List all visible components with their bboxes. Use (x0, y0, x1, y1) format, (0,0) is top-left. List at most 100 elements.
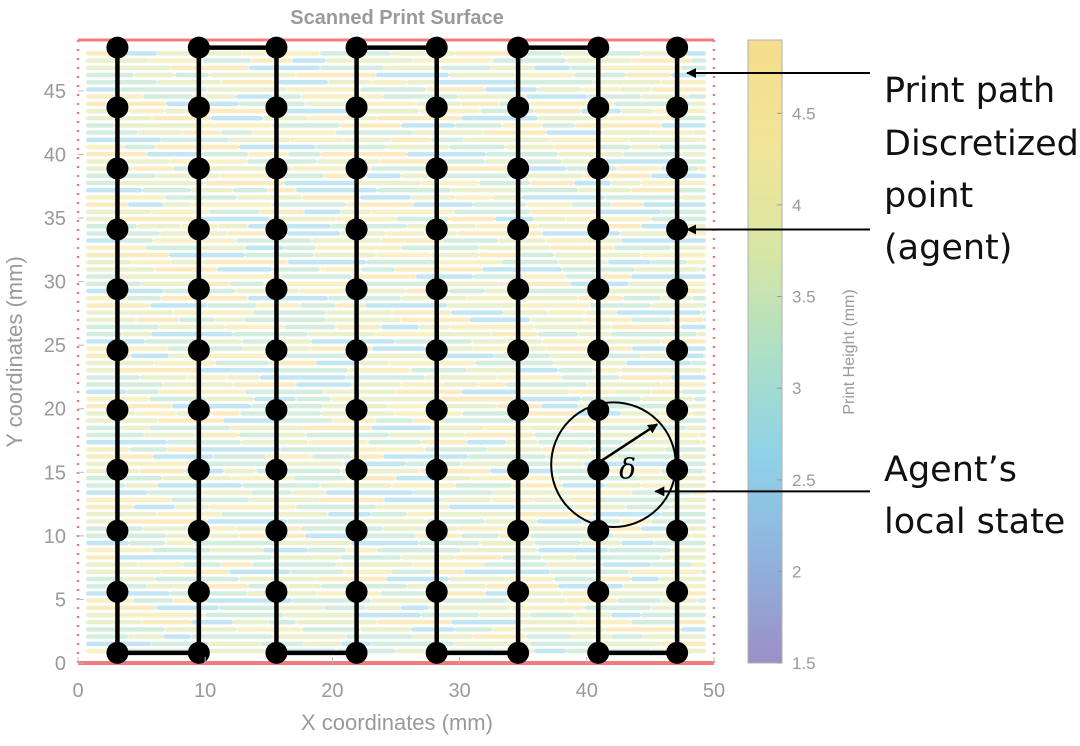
scan-segment (450, 324, 534, 330)
annotation-text: local state (884, 502, 1065, 542)
scan-segment (467, 368, 516, 373)
agent-point (666, 398, 689, 421)
scan-segment (546, 238, 587, 243)
scan-segment (361, 267, 395, 272)
scan-stripe (86, 454, 706, 459)
agent-point (507, 36, 530, 59)
scan-segment (205, 180, 284, 186)
scan-segment (643, 202, 706, 207)
scan-segment (191, 634, 272, 639)
scan-segment (292, 490, 326, 495)
scan-segment (503, 310, 548, 315)
scan-segment (462, 411, 522, 416)
scan-segment (371, 166, 443, 171)
scan-segment (209, 72, 296, 78)
scan-stripe (86, 130, 706, 135)
scan-segment (155, 267, 217, 272)
scan-segment (429, 605, 510, 610)
agent-point (187, 36, 210, 59)
scan-segment (449, 288, 485, 294)
scan-segment (443, 598, 508, 603)
scan-segment (495, 216, 534, 222)
scan-segment (336, 303, 365, 308)
scan-segment (340, 555, 401, 560)
scan-segment (119, 612, 205, 618)
scan-segment (472, 339, 542, 344)
scan-segment (356, 447, 425, 452)
scan-segment (599, 353, 641, 358)
agent-point (187, 519, 210, 542)
scan-segment (413, 202, 473, 207)
scan-segment (671, 504, 706, 510)
scan-segment (425, 447, 487, 452)
scan-segment (138, 130, 183, 135)
scan-segment (686, 425, 706, 430)
scan-segment (590, 591, 671, 596)
agent-point (666, 580, 689, 603)
scan-segment (475, 360, 554, 366)
agent-point (265, 36, 288, 59)
scan-stripe (86, 267, 706, 272)
scan-segment (293, 476, 348, 481)
scan-segment (344, 137, 391, 142)
agent-point (507, 96, 530, 119)
scan-segment (483, 562, 546, 567)
scan-segment (705, 303, 706, 308)
scan-stripe (86, 274, 706, 279)
scan-segment (170, 159, 247, 164)
agent-point (106, 519, 129, 542)
scan-segment (505, 144, 554, 150)
scan-segment (153, 238, 236, 243)
scan-segment (316, 576, 386, 582)
scan-segment (212, 411, 240, 416)
scan-stripe (86, 375, 706, 380)
scan-segment (491, 65, 534, 70)
scan-segment (138, 562, 183, 567)
scan-segment (570, 497, 599, 502)
scan-segment (401, 173, 429, 178)
scan-segment (219, 605, 275, 610)
scan-stripe (86, 288, 706, 294)
agent-point (265, 96, 288, 119)
scan-segment (122, 332, 151, 337)
scan-segment (575, 555, 661, 560)
colorbar-tick-label: 3.5 (792, 288, 816, 307)
scan-stripe (86, 108, 706, 114)
scan-stripe (86, 404, 706, 409)
scan-segment (578, 620, 631, 625)
scan-segment (605, 339, 661, 344)
scan-segment (245, 252, 314, 258)
scan-segment (151, 332, 233, 337)
colorbar-ticks: 1.5 2 2.5 3 3.5 4 4.5 (777, 104, 816, 673)
scan-segment (244, 317, 326, 322)
scan-segment (396, 389, 461, 394)
scan-segment (203, 274, 281, 279)
scan-segment (548, 310, 586, 315)
agent-point (587, 157, 610, 180)
agent-point (106, 36, 129, 59)
scan-segment (371, 598, 443, 603)
scan-segment (86, 375, 140, 380)
scan-segment (416, 274, 473, 279)
scan-segment (376, 332, 437, 337)
scan-segment (115, 123, 197, 128)
scan-segment (694, 396, 706, 402)
scan-segment (484, 425, 530, 430)
scan-segment (158, 418, 223, 423)
scan-segment (328, 296, 401, 301)
scan-segment (344, 569, 391, 574)
scan-segment (623, 584, 681, 589)
scan-segment (534, 216, 566, 222)
agent-point (666, 641, 689, 664)
agent-point (425, 96, 448, 119)
scan-segment (153, 454, 213, 459)
scan-segment (641, 396, 694, 402)
agent-point (345, 218, 368, 241)
scan-segment (446, 404, 497, 409)
scan-segment (538, 116, 608, 121)
scan-segment (443, 238, 498, 243)
agent-point (106, 458, 129, 481)
scan-segment (248, 224, 331, 229)
scan-segment (86, 72, 134, 78)
scan-stripe (86, 202, 706, 207)
